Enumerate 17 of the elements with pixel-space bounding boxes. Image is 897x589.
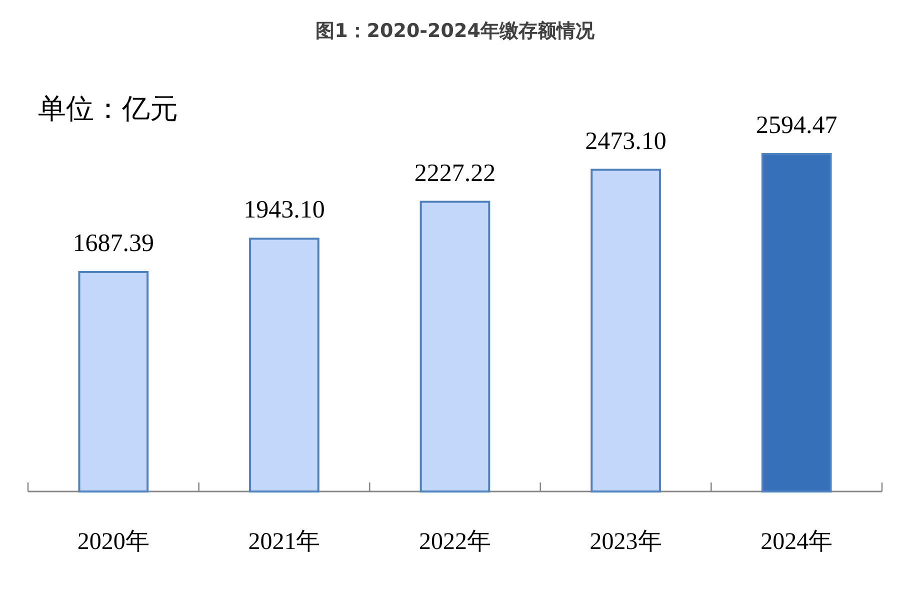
data-label: 1943.10	[244, 196, 325, 224]
data-label: 2594.47	[756, 112, 838, 139]
text: 单位：亿元	[38, 94, 178, 125]
chart-title: 图1：2020-2024年缴存额情况	[316, 20, 596, 42]
bar	[420, 200, 490, 492]
x-tick-label: 2023年	[590, 529, 662, 555]
x-tick-label: 2022年	[419, 529, 491, 555]
bar	[78, 270, 149, 492]
x-tick-label: 2024年	[760, 529, 833, 555]
bar	[761, 153, 832, 492]
data-label: 2473.10	[585, 128, 666, 155]
x-tick-label: 2021年	[248, 529, 320, 555]
x-tick-label: 2020年	[77, 529, 150, 555]
bar	[249, 238, 320, 492]
data-label: 1687.39	[72, 230, 154, 257]
data-label: 2227.22	[414, 160, 496, 187]
bar	[590, 168, 661, 492]
